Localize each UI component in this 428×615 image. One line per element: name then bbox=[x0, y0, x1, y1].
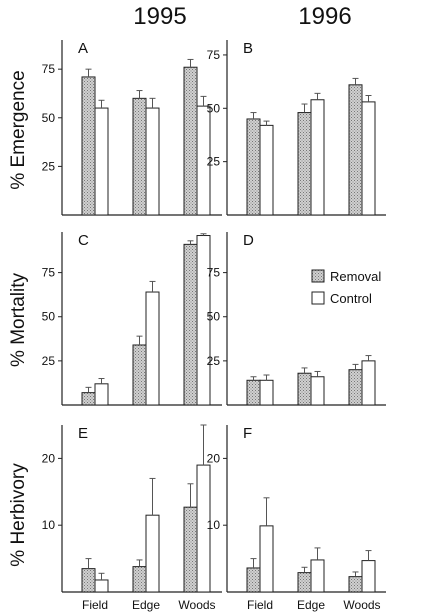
row-label-mortality: % Mortality bbox=[8, 273, 29, 367]
y-tick-label-a-1: 50 bbox=[42, 111, 56, 125]
bar-f-edge-removal bbox=[297, 572, 312, 593]
bar-f-woods-removal bbox=[348, 576, 363, 593]
bar-f-edge-control bbox=[310, 559, 325, 593]
bar-c-edge-removal bbox=[132, 344, 147, 406]
bar-b-woods-control bbox=[361, 101, 376, 216]
x-tick-label-f-edge: Edge bbox=[297, 598, 325, 612]
panel-label-e: E bbox=[78, 425, 88, 442]
panel-label-a: A bbox=[78, 40, 88, 57]
y-tick-label-c-2: 75 bbox=[42, 266, 56, 280]
col-header-1995: 1995 bbox=[133, 3, 186, 30]
panel-label-b: B bbox=[243, 40, 253, 57]
legend-swatch-removal bbox=[311, 269, 325, 283]
bar-b-edge-control bbox=[310, 99, 325, 216]
bar-c-edge-control bbox=[145, 291, 160, 406]
bar-b-field-control bbox=[259, 124, 274, 216]
bar-e-woods-removal bbox=[183, 506, 198, 593]
row-label-emergence: % Emergence bbox=[8, 70, 29, 189]
bar-a-edge-removal bbox=[132, 97, 147, 216]
bar-e-edge-control bbox=[145, 514, 160, 593]
x-tick-label-e-field: Field bbox=[82, 598, 108, 612]
y-tick-label-c-0: 25 bbox=[42, 354, 56, 368]
y-tick-label-b-2: 75 bbox=[207, 48, 221, 62]
bar-b-edge-removal bbox=[297, 112, 312, 216]
bar-b-woods-removal bbox=[348, 84, 363, 216]
x-tick-label-e-woods: Woods bbox=[178, 598, 215, 612]
bar-a-edge-control bbox=[145, 107, 160, 216]
bar-d-woods-removal bbox=[348, 369, 363, 406]
bar-a-field-control bbox=[94, 107, 109, 216]
y-tick-label-d-2: 75 bbox=[207, 266, 221, 280]
legend-label-removal: Removal bbox=[330, 269, 381, 284]
col-header-1996: 1996 bbox=[298, 3, 351, 30]
y-tick-label-f-1: 20 bbox=[207, 451, 221, 465]
panel-label-f: F bbox=[243, 425, 252, 442]
bar-b-field-removal bbox=[246, 118, 261, 216]
bar-e-field-removal bbox=[81, 568, 96, 593]
bar-d-field-control bbox=[259, 379, 274, 406]
panel-label-d: D bbox=[243, 232, 254, 249]
bar-c-woods-removal bbox=[183, 243, 198, 406]
bar-f-field-control bbox=[259, 525, 274, 593]
y-tick-label-a-0: 25 bbox=[42, 159, 56, 173]
y-tick-label-b-1: 50 bbox=[207, 101, 221, 115]
bar-f-woods-control bbox=[361, 560, 376, 593]
y-tick-label-a-2: 75 bbox=[42, 62, 56, 76]
bar-d-field-removal bbox=[246, 379, 261, 406]
x-tick-label-e-edge: Edge bbox=[132, 598, 160, 612]
bar-a-woods-removal bbox=[183, 66, 198, 216]
y-tick-label-f-0: 10 bbox=[207, 518, 221, 532]
bar-c-field-control bbox=[94, 383, 109, 406]
bar-f-field-removal bbox=[246, 567, 261, 593]
legend-label-control: Control bbox=[330, 291, 372, 306]
y-tick-label-d-0: 25 bbox=[207, 354, 221, 368]
legend-swatch-control bbox=[311, 291, 325, 305]
bar-d-woods-control bbox=[361, 360, 376, 406]
x-tick-label-f-woods: Woods bbox=[343, 598, 380, 612]
bar-e-edge-removal bbox=[132, 566, 147, 593]
x-tick-label-f-field: Field bbox=[247, 598, 273, 612]
bar-e-field-control bbox=[94, 579, 109, 593]
y-tick-label-b-0: 25 bbox=[207, 155, 221, 169]
y-tick-label-c-1: 50 bbox=[42, 310, 56, 324]
y-tick-label-e-1: 20 bbox=[42, 451, 56, 465]
panel-label-c: C bbox=[78, 232, 89, 249]
row-label-herbivory: % Herbivory bbox=[8, 463, 29, 567]
y-tick-label-e-0: 10 bbox=[42, 518, 56, 532]
bar-d-edge-removal bbox=[297, 372, 312, 406]
y-tick-label-d-1: 50 bbox=[207, 310, 221, 324]
bar-a-field-removal bbox=[81, 76, 96, 216]
bar-d-edge-control bbox=[310, 376, 325, 406]
bar-c-field-removal bbox=[81, 392, 96, 406]
legend: Removal Control bbox=[311, 269, 381, 306]
